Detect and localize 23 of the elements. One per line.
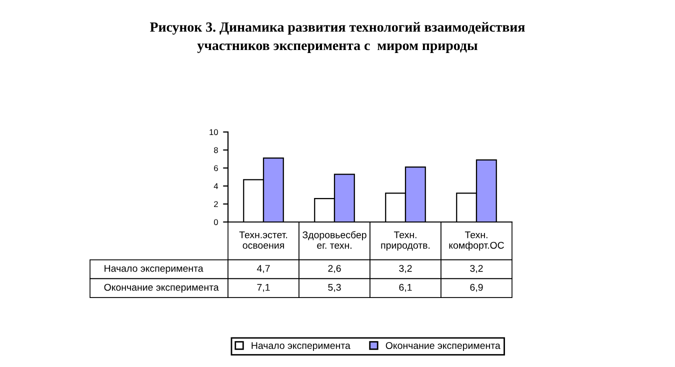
x-tick-label: Техн. комфорт.ОС bbox=[449, 231, 504, 251]
y-tick-label: 2 bbox=[214, 201, 218, 208]
data-label: 6,1 bbox=[399, 284, 412, 292]
y-tick-label: 4 bbox=[214, 183, 218, 190]
data-label: 3,2 bbox=[470, 264, 483, 274]
x-tick-label: Здоровьесбер ег. техн. bbox=[302, 231, 366, 249]
y-tick-label: 10 bbox=[210, 129, 218, 136]
chart-title: Рисунок 3. Динамика развития технологий взаимодействия участников эксперимента с миром природы bbox=[150, 22, 525, 54]
legend-label: Начало эксперимента bbox=[252, 342, 350, 351]
data-label: 4,7 bbox=[256, 265, 270, 274]
text: Окончание эксперимента bbox=[104, 284, 219, 293]
x-tick-label: Техн.эстет. освоения bbox=[239, 231, 288, 249]
data-label: 6,9 bbox=[470, 284, 483, 292]
data-label: 7,1 bbox=[257, 284, 270, 292]
data-label: 2,6 bbox=[328, 264, 341, 274]
data-label: 5,3 bbox=[328, 284, 341, 292]
data-label: 3,2 bbox=[399, 264, 412, 274]
x-tick-label: Техн. природотв. bbox=[381, 231, 430, 251]
legend-label: Окончание эксперимента bbox=[386, 342, 500, 351]
y-tick-label: 6 bbox=[214, 165, 218, 172]
text: Начало эксперимента bbox=[104, 265, 204, 274]
y-tick-label: 8 bbox=[214, 147, 218, 154]
y-tick-label: 0 bbox=[214, 219, 218, 226]
